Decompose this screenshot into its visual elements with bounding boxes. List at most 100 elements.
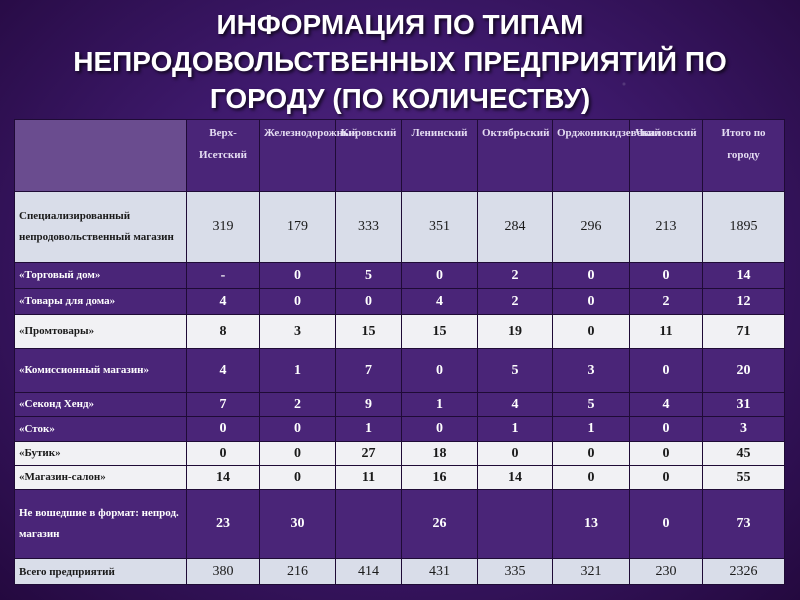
table-cell: 7 (186, 392, 260, 417)
table-cell: 71 (702, 314, 785, 349)
table-cell: 11 (335, 465, 402, 490)
table-cell: 4 (186, 348, 260, 393)
table-cell: 0 (259, 441, 336, 466)
row-label: «Комиссионный магазин» (14, 348, 187, 393)
row-label: «Сток» (14, 416, 187, 442)
table-cell: 0 (629, 441, 703, 466)
table-cell: 4 (477, 392, 553, 417)
table-cell: 13 (552, 489, 630, 559)
table-cell: 2 (259, 392, 336, 417)
page-title: ИНФОРМАЦИЯ ПО ТИПАМ НЕПРОДОВОЛЬСТВЕННЫХ … (0, 6, 800, 117)
table-cell: 3 (552, 348, 630, 393)
table-header-row: Верх-Исетский Железнодорожный Кировский … (14, 119, 785, 192)
table-cell: 414 (335, 558, 402, 585)
table-cell: 2 (477, 288, 553, 315)
table-cell: 14 (477, 465, 553, 490)
header-kirovsky: Кировский (335, 119, 402, 192)
table-cell: 0 (629, 348, 703, 393)
table-cell: 1 (335, 416, 402, 442)
table-cell: 431 (401, 558, 478, 585)
table-cell: 55 (702, 465, 785, 490)
table-cell: 216 (259, 558, 336, 585)
table-cell: 2 (477, 262, 553, 289)
table-cell: 179 (259, 191, 336, 263)
table-cell: 9 (335, 392, 402, 417)
table-cell: 213 (629, 191, 703, 263)
table-cell: 335 (477, 558, 553, 585)
table-cell: 380 (186, 558, 260, 585)
table-cell: 1 (552, 416, 630, 442)
table-cell: 0 (186, 441, 260, 466)
header-corner-cell (14, 119, 187, 192)
table-cell: 8 (186, 314, 260, 349)
table-cell: 0 (552, 314, 630, 349)
table-cell: 1 (477, 416, 553, 442)
table-cell: 0 (552, 465, 630, 490)
table-cell: 27 (335, 441, 402, 466)
table-cell: 0 (629, 465, 703, 490)
table-cell: 0 (186, 416, 260, 442)
table-cell: 14 (702, 262, 785, 289)
table-cell: 0 (477, 441, 553, 466)
table-row: «Торговый дом» - 0 5 0 2 0 0 14 (14, 262, 785, 289)
table-cell: 73 (702, 489, 785, 559)
table-cell: 1895 (702, 191, 785, 263)
table-cell: 1 (259, 348, 336, 393)
table-cell: 23 (186, 489, 260, 559)
header-total: Итого по городу (702, 119, 785, 192)
table-row: Всего предприятий 380 216 414 431 335 32… (14, 558, 785, 585)
table-cell: 351 (401, 191, 478, 263)
table-cell: 2 (629, 288, 703, 315)
table-cell: 11 (629, 314, 703, 349)
table-cell: 15 (335, 314, 402, 349)
table-cell: 26 (401, 489, 478, 559)
table-cell: 5 (552, 392, 630, 417)
table-cell: 0 (259, 465, 336, 490)
row-label: «Секонд Хенд» (14, 392, 187, 417)
table-cell: 0 (401, 262, 478, 289)
table-row: «Секонд Хенд» 7 2 9 1 4 5 4 31 (14, 392, 785, 417)
table-cell: 0 (259, 288, 336, 315)
table-cell (335, 489, 402, 559)
row-label: «Магазин-салон» (14, 465, 187, 490)
header-verkh-isetsky: Верх-Исетский (186, 119, 260, 192)
title-line-2: НЕПРОДОВОЛЬСТВЕННЫХ ПРЕДПРИЯТИЙ ПО (73, 46, 727, 77)
table-cell: 0 (629, 489, 703, 559)
title-line-1: ИНФОРМАЦИЯ ПО ТИПАМ (216, 9, 584, 40)
row-label: Не вошедшие в формат: непрод. магазин (14, 489, 187, 559)
header-leninsky: Ленинский (401, 119, 478, 192)
header-chkalovsky: Чкаловский (629, 119, 703, 192)
table-cell: 230 (629, 558, 703, 585)
table-cell: 30 (259, 489, 336, 559)
row-label: «Бутик» (14, 441, 187, 466)
table-row: «Магазин-салон» 14 0 11 16 14 0 0 55 (14, 465, 785, 490)
enterprises-table: Верх-Исетский Железнодорожный Кировский … (14, 119, 785, 585)
table-cell: 4 (401, 288, 478, 315)
table-cell: 1 (401, 392, 478, 417)
table-row: «Товары для дома» 4 0 0 4 2 0 2 12 (14, 288, 785, 315)
table-row: Специализированный непродовольственный м… (14, 191, 785, 263)
header-zheleznodorozhny: Железнодорожный (259, 119, 358, 192)
table-cell: 12 (702, 288, 785, 315)
row-label: Специализированный непродовольственный м… (14, 191, 187, 263)
table-cell: 0 (552, 441, 630, 466)
header-ordzhonikidzevsky: Орджоникидзевский (552, 119, 661, 192)
table-row: «Комиссионный магазин» 4 1 7 0 5 3 0 20 (14, 348, 785, 393)
table-cell: 333 (335, 191, 402, 263)
row-label: «Промтовары» (14, 314, 187, 349)
table-cell: 321 (552, 558, 630, 585)
table-cell: 31 (702, 392, 785, 417)
table-cell: 5 (335, 262, 402, 289)
table-cell: 0 (552, 288, 630, 315)
table-cell: - (186, 262, 260, 289)
table-cell: 20 (702, 348, 785, 393)
table-cell: 4 (186, 288, 260, 315)
table-cell: 4 (629, 392, 703, 417)
table-cell: 0 (401, 416, 478, 442)
table-cell: 0 (259, 262, 336, 289)
table-cell: 3 (702, 416, 785, 442)
table-cell: 16 (401, 465, 478, 490)
table-cell: 3 (259, 314, 336, 349)
table-row: Не вошедшие в формат: непрод. магазин 23… (14, 489, 785, 559)
table-cell: 0 (335, 288, 402, 315)
